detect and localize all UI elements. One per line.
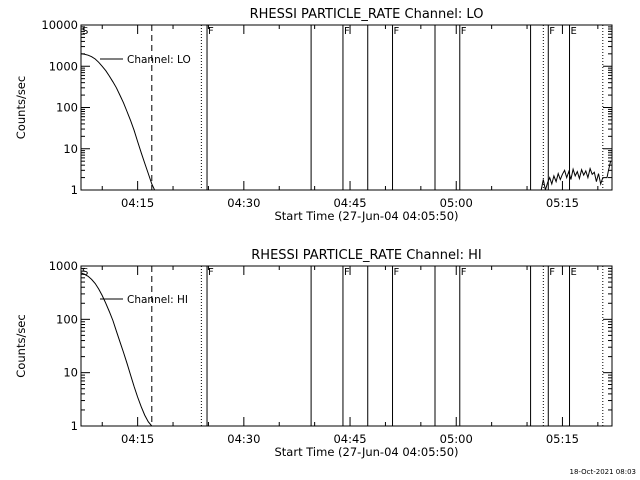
event-marker-label: F bbox=[549, 267, 555, 278]
event-marker-label: F bbox=[394, 267, 400, 278]
y-axis-label: Counts/sec bbox=[14, 76, 28, 139]
event-marker-label: F bbox=[208, 267, 214, 278]
legend-label: Channel: HI bbox=[127, 294, 188, 306]
event-marker-label: F bbox=[461, 26, 467, 37]
y-tick-label: 100 bbox=[56, 101, 78, 115]
data-series-line bbox=[80, 272, 153, 427]
event-marker-label: S bbox=[82, 267, 88, 278]
y-tick-label: 10 bbox=[63, 142, 78, 156]
x-tick-label: 04:15 bbox=[121, 432, 154, 446]
event-marker-label: S bbox=[82, 26, 88, 37]
x-axis-label: Start Time (27-Jun-04 04:05:50) bbox=[275, 445, 459, 459]
x-tick-label: 04:15 bbox=[121, 196, 154, 210]
event-marker-label: F bbox=[394, 26, 400, 37]
event-marker-label: F bbox=[208, 26, 214, 37]
event-marker-label: F bbox=[344, 267, 350, 278]
legend-label: Channel: LO bbox=[127, 54, 191, 66]
footer-timestamp: 18-Oct-2021 08:03 bbox=[570, 468, 636, 476]
data-series-line bbox=[80, 53, 156, 191]
y-tick-label: 1 bbox=[71, 419, 78, 433]
plot-frame bbox=[80, 265, 613, 427]
y-tick-label: 10 bbox=[63, 366, 78, 380]
hi-channel-panel: RHESSI PARTICLE_RATE Channel: HI 1 10 100 10… bbox=[14, 248, 613, 459]
x-tick-label: 04:45 bbox=[333, 196, 366, 210]
x-tick-label: 05:15 bbox=[546, 432, 579, 446]
plot-frame bbox=[80, 24, 613, 191]
event-marker-label: E bbox=[571, 26, 577, 37]
lo-channel-panel: RHESSI PARTICLE_RATE Channel: LO 1 10 100 10… bbox=[14, 7, 613, 223]
x-tick-label: 05:15 bbox=[546, 196, 579, 210]
x-tick-label: 05:00 bbox=[440, 196, 473, 210]
x-tick-label: 05:00 bbox=[440, 432, 473, 446]
chart-title: RHESSI PARTICLE_RATE Channel: HI bbox=[251, 248, 481, 263]
y-tick-label: 1 bbox=[71, 183, 78, 197]
y-tick-label: 10000 bbox=[41, 18, 78, 32]
event-marker-label: F bbox=[344, 26, 350, 37]
x-tick-label: 04:30 bbox=[227, 196, 260, 210]
y-tick-label: 1000 bbox=[49, 59, 78, 73]
data-series-line bbox=[540, 161, 612, 191]
y-tick-label: 1000 bbox=[49, 259, 78, 273]
chart-title: RHESSI PARTICLE_RATE Channel: LO bbox=[250, 7, 484, 22]
y-axis-label: Counts/sec bbox=[14, 314, 28, 377]
event-marker-label: F bbox=[461, 267, 467, 278]
event-marker-label: E bbox=[571, 267, 577, 278]
y-tick-label: 100 bbox=[56, 312, 78, 326]
event-marker-label: F bbox=[549, 26, 555, 37]
x-tick-label: 04:30 bbox=[227, 432, 260, 446]
x-tick-label: 04:45 bbox=[333, 432, 366, 446]
x-axis-label: Start Time (27-Jun-04 04:05:50) bbox=[275, 209, 459, 223]
